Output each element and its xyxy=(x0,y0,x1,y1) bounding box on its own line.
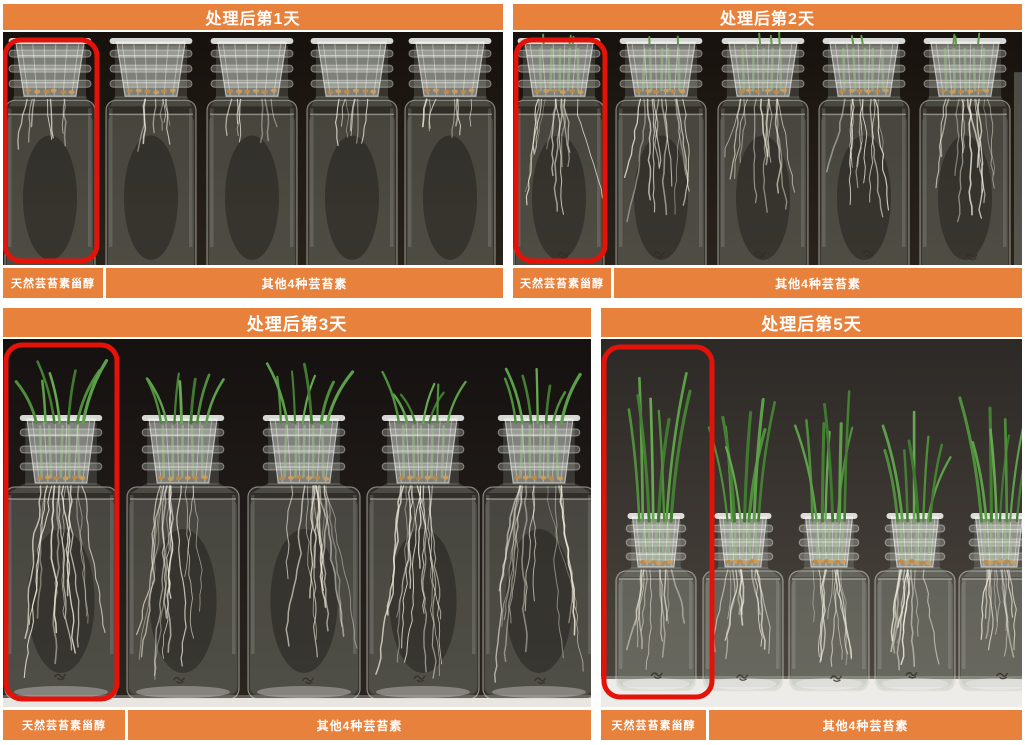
label-divider xyxy=(125,710,128,740)
panel-header-label: 处理后第3天 xyxy=(246,315,348,334)
label-other-brassinolides: 其他4种芸苔素 xyxy=(709,710,1022,740)
panel-header-label: 处理后第1天 xyxy=(205,11,301,28)
label-divider xyxy=(103,268,106,298)
label-natural-brassinolide: 天然芸苔素甾醇 xyxy=(513,268,611,298)
photo-day5-bottles xyxy=(601,339,1022,707)
label-natural-brassinolide: 天然芸苔素甾醇 xyxy=(3,268,103,298)
panel-day1: 处理后第1天 天然芸苔素甾醇 其他4种芸苔素 xyxy=(3,4,503,298)
panel-header-day5: 处理后第5天 xyxy=(601,308,1022,339)
label-other-brassinolides: 其他4种芸苔素 xyxy=(106,268,503,298)
panel-header-day1: 处理后第1天 xyxy=(3,4,503,32)
label-natural-brassinolide: 天然芸苔素甾醇 xyxy=(601,710,706,740)
panel-header-label: 处理后第2天 xyxy=(720,11,815,28)
label-bar-day2: 天然芸苔素甾醇 其他4种芸苔素 xyxy=(513,265,1022,298)
panel-photo-day3 xyxy=(3,339,591,707)
panel-photo-day5 xyxy=(601,339,1022,707)
panel-photo-day1 xyxy=(3,32,503,265)
label-bar-day5: 天然芸苔素甾醇 其他4种芸苔素 xyxy=(601,707,1022,740)
panel-day5: 处理后第5天 天然芸苔素甾醇 其他4种芸苔素 xyxy=(601,308,1022,740)
label-bar-day3: 天然芸苔素甾醇 其他4种芸苔素 xyxy=(3,707,591,740)
label-divider xyxy=(706,710,709,740)
panel-header-day3: 处理后第3天 xyxy=(3,308,591,339)
label-divider xyxy=(611,268,614,298)
panel-photo-day2 xyxy=(513,32,1022,265)
photo-day3-bottles xyxy=(3,339,591,707)
panel-day3: 处理后第3天 天然芸苔素甾醇 其他4种芸苔素 xyxy=(3,308,591,740)
photo-day2-bottles xyxy=(513,32,1022,265)
label-natural-brassinolide: 天然芸苔素甾醇 xyxy=(3,710,125,740)
label-other-brassinolides: 其他4种芸苔素 xyxy=(614,268,1022,298)
panel-header-label: 处理后第5天 xyxy=(761,315,862,334)
panel-header-day2: 处理后第2天 xyxy=(513,4,1022,32)
panel-day2: 处理后第2天 天然芸苔素甾醇 其他4种芸苔素 xyxy=(513,4,1022,298)
label-bar-day1: 天然芸苔素甾醇 其他4种芸苔素 xyxy=(3,265,503,298)
photo-day1-bottles xyxy=(3,32,503,265)
label-other-brassinolides: 其他4种芸苔素 xyxy=(128,710,591,740)
